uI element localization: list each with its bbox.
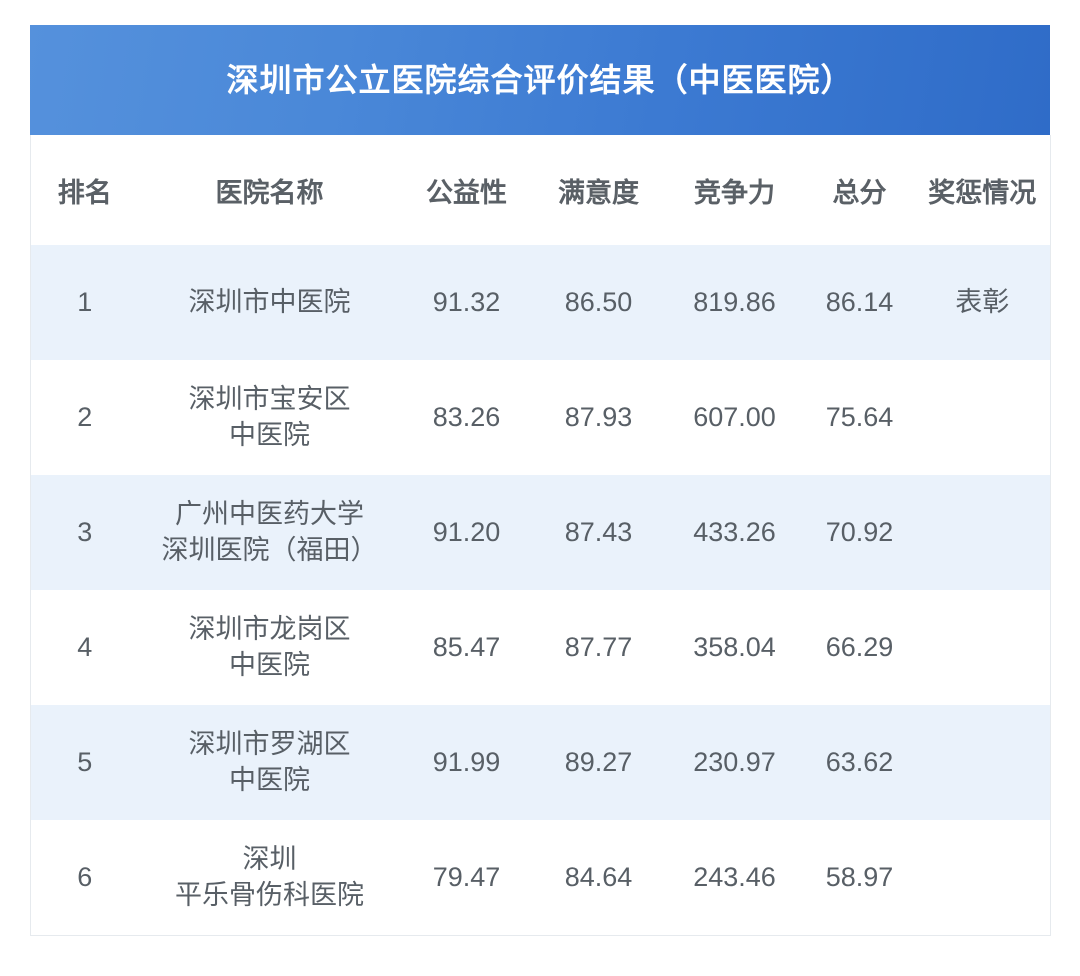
cell-award [914,360,1051,475]
column-header-satisfaction: 满意度 [532,135,665,245]
hospital-name-line: 深圳医院（福田） [161,534,378,565]
cell-satisfaction: 89.27 [532,705,665,820]
cell-satisfaction: 87.77 [532,590,665,705]
cell-total-score: 66.29 [804,590,915,705]
cell-public-good: 83.26 [400,360,533,475]
hospital-name-line: 中医院 [229,649,310,680]
cell-total-score: 86.14 [804,245,915,360]
cell-competitiveness: 433.26 [664,475,805,590]
hospital-name-line: 中医院 [229,764,310,795]
title-banner: 深圳市公立医院综合评价结果（中医医院） [30,25,1050,135]
cell-hospital-name: 深圳市中医院 [138,245,401,360]
hospital-name-line: 深圳市宝安区 [188,383,351,414]
cell-hospital-name: 深圳市罗湖区 中医院 [138,705,401,820]
table-row: 2 深圳市宝安区 中医院 83.26 87.93 607.00 75.64 [30,360,1051,475]
cell-satisfaction: 86.50 [532,245,665,360]
cell-hospital-name: 深圳市宝安区 中医院 [138,360,401,475]
table-body: 1 深圳市中医院 91.32 86.50 819.86 86.14 表彰 2 深圳市宝安区 中医院… [30,245,1051,936]
table-row: 4 深圳市龙岗区 中医院 85.47 87.77 358.04 66.29 [30,590,1051,705]
hospital-name-line: 深圳市中医院 [188,286,351,317]
cell-satisfaction: 84.64 [532,820,665,936]
cell-total-score: 70.92 [804,475,915,590]
cell-award: 表彰 [914,245,1051,360]
hospital-name-line: 中医院 [229,419,310,450]
column-header-total-score: 总分 [804,135,915,245]
cell-public-good: 91.32 [400,245,533,360]
cell-competitiveness: 230.97 [664,705,805,820]
cell-rank: 1 [30,245,139,360]
column-header-hospital: 医院名称 [138,135,401,245]
column-header-competitiveness: 竞争力 [664,135,805,245]
cell-rank: 3 [30,475,139,590]
cell-total-score: 58.97 [804,820,915,936]
cell-rank: 4 [30,590,139,705]
cell-rank: 6 [30,820,139,936]
cell-competitiveness: 819.86 [664,245,805,360]
cell-public-good: 79.47 [400,820,533,936]
ranking-table: 排名 医院名称 公益性 满意度 竞争力 总分 奖惩情况 1 深圳市中医院 91.32… [30,135,1051,936]
cell-satisfaction: 87.93 [532,360,665,475]
column-header-rank: 排名 [30,135,139,245]
hospital-name-line: 平乐骨伤科医院 [175,879,364,910]
page-title: 深圳市公立医院综合评价结果（中医医院） [226,61,854,98]
ranking-card: 深圳市公立医院综合评价结果（中医医院） 排名 医院名称 公益性 满意度 竞争力 … [30,25,1051,936]
cell-rank: 2 [30,360,139,475]
cell-rank: 5 [30,705,139,820]
cell-hospital-name: 深圳市龙岗区 中医院 [138,590,401,705]
column-header-award: 奖惩情况 [914,135,1051,245]
table-row: 6 深圳 平乐骨伤科医院 79.47 84.64 243.46 58.97 [30,820,1051,936]
cell-public-good: 91.99 [400,705,533,820]
cell-award [914,820,1051,936]
cell-competitiveness: 358.04 [664,590,805,705]
table-header-row: 排名 医院名称 公益性 满意度 竞争力 总分 奖惩情况 [30,135,1051,245]
hospital-name-line: 深圳 [242,843,297,874]
cell-competitiveness: 243.46 [664,820,805,936]
hospital-name-line: 深圳市龙岗区 [188,613,351,644]
table-header: 排名 医院名称 公益性 满意度 竞争力 总分 奖惩情况 [30,135,1051,245]
cell-hospital-name: 广州中医药大学 深圳医院（福田） [138,475,401,590]
table-row: 3 广州中医药大学 深圳医院（福田） 91.20 87.43 433.26 70.92 [30,475,1051,590]
cell-public-good: 91.20 [400,475,533,590]
cell-total-score: 63.62 [804,705,915,820]
cell-public-good: 85.47 [400,590,533,705]
column-header-public-good: 公益性 [400,135,533,245]
cell-award [914,475,1051,590]
cell-total-score: 75.64 [804,360,915,475]
cell-award [914,705,1051,820]
hospital-name-line: 深圳市罗湖区 [188,728,351,759]
cell-award [914,590,1051,705]
cell-hospital-name: 深圳 平乐骨伤科医院 [138,820,401,936]
cell-competitiveness: 607.00 [664,360,805,475]
hospital-name-line: 广州中医药大学 [175,498,364,529]
table-row: 1 深圳市中医院 91.32 86.50 819.86 86.14 表彰 [30,245,1051,360]
table-row: 5 深圳市罗湖区 中医院 91.99 89.27 230.97 63.62 [30,705,1051,820]
cell-satisfaction: 87.43 [532,475,665,590]
